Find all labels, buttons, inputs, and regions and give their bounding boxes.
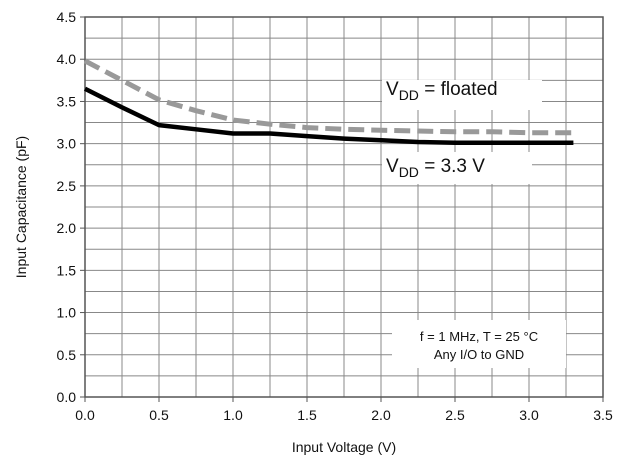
y-axis-title: Input Capacitance (pF) — [13, 136, 29, 278]
y-tick-label: 0.5 — [57, 347, 77, 363]
series-lines — [83, 58, 574, 146]
plot-frame — [84, 16, 604, 398]
series-line-vdd-floated — [83, 58, 574, 136]
x-axis-ticks: 0.0 0.5 1.0 1.5 2.0 2.5 3.0 3.5 — [75, 397, 613, 423]
y-tick-label: 1.5 — [57, 262, 77, 278]
x-tick-label: 1.0 — [223, 407, 243, 423]
y-tick-label: 1.0 — [57, 305, 77, 321]
y-tick-label: 2.5 — [57, 178, 77, 194]
y-tick-label: 4.0 — [57, 51, 77, 67]
conditions-note-line: f = 1 MHz, T = 25 °C — [420, 329, 538, 344]
y-tick-label: 3.0 — [57, 136, 77, 152]
series-labels: VDD = floated VDD = 3.3 V — [382, 79, 542, 184]
y-tick-label: 3.5 — [57, 93, 77, 109]
y-tick-label: 2.0 — [57, 220, 77, 236]
conditions-note-line: Any I/O to GND — [434, 347, 524, 362]
y-axis-ticks: 0.0 0.5 1.0 1.5 2.0 2.5 3.0 3.5 4.0 4.5 — [57, 9, 85, 405]
conditions-note-background — [392, 320, 566, 368]
y-tick-label: 0.0 — [57, 389, 77, 405]
x-tick-label: 0.5 — [149, 407, 169, 423]
x-tick-label: 2.0 — [371, 407, 391, 423]
series-label: VDD = floated — [386, 79, 498, 103]
x-tick-label: 2.5 — [445, 407, 465, 423]
x-tick-label: 0.0 — [75, 407, 95, 423]
y-tick-label: 4.5 — [57, 9, 77, 25]
x-tick-label: 1.5 — [297, 407, 317, 423]
conditions-note: f = 1 MHz, T = 25 °C Any I/O to GND — [392, 320, 566, 368]
x-tick-label: 3.5 — [593, 407, 613, 423]
x-tick-label: 3.0 — [519, 407, 539, 423]
series-line-vdd-3v3 — [83, 86, 574, 146]
series-label: VDD = 3.3 V — [386, 156, 485, 180]
series-label-background — [382, 152, 532, 184]
series-label-background — [382, 80, 542, 110]
x-axis-title: Input Voltage (V) — [292, 439, 396, 455]
